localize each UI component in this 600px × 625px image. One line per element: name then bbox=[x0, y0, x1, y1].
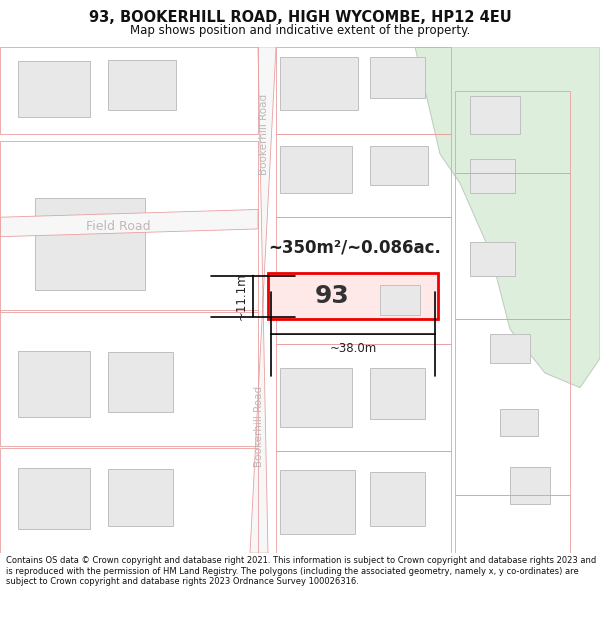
Text: Bookerhill Road: Bookerhill Road bbox=[254, 386, 264, 467]
Bar bbox=[370, 368, 425, 419]
Text: ~11.1m: ~11.1m bbox=[235, 272, 248, 320]
Bar bbox=[108, 469, 173, 526]
Bar bbox=[455, 173, 570, 319]
Bar bbox=[268, 272, 438, 319]
Bar bbox=[276, 217, 451, 344]
Text: Map shows position and indicative extent of the property.: Map shows position and indicative extent… bbox=[130, 24, 470, 36]
Bar bbox=[276, 134, 451, 218]
Bar bbox=[370, 57, 425, 98]
Bar bbox=[455, 495, 570, 553]
Text: 93: 93 bbox=[315, 284, 350, 308]
Text: Bookerhill Road: Bookerhill Road bbox=[259, 94, 269, 175]
Polygon shape bbox=[0, 209, 258, 237]
Bar bbox=[470, 159, 515, 193]
Bar bbox=[500, 409, 538, 436]
Bar bbox=[18, 61, 90, 117]
Polygon shape bbox=[250, 47, 276, 553]
Bar bbox=[108, 352, 173, 412]
Bar bbox=[470, 242, 515, 276]
Text: Field Road: Field Road bbox=[86, 221, 151, 234]
Bar bbox=[370, 472, 425, 526]
Text: ~350m²/~0.086ac.: ~350m²/~0.086ac. bbox=[269, 238, 442, 256]
Bar bbox=[108, 59, 176, 110]
Bar bbox=[0, 310, 258, 446]
Text: Contains OS data © Crown copyright and database right 2021. This information is : Contains OS data © Crown copyright and d… bbox=[6, 556, 596, 586]
Bar bbox=[455, 91, 570, 173]
Bar bbox=[380, 286, 420, 314]
Bar bbox=[370, 146, 428, 185]
Bar bbox=[280, 146, 352, 193]
Bar bbox=[470, 96, 520, 134]
Bar bbox=[0, 141, 258, 312]
Bar bbox=[35, 198, 145, 290]
Bar bbox=[276, 47, 451, 134]
Bar bbox=[280, 368, 352, 426]
Text: ~38.0m: ~38.0m bbox=[329, 342, 377, 355]
Bar bbox=[0, 47, 258, 134]
Polygon shape bbox=[415, 47, 600, 388]
Bar bbox=[510, 468, 550, 504]
Bar bbox=[18, 468, 90, 529]
Bar bbox=[276, 451, 451, 553]
Bar bbox=[280, 471, 355, 534]
Bar bbox=[276, 344, 451, 451]
Bar bbox=[490, 334, 530, 363]
Bar bbox=[455, 319, 570, 495]
Bar bbox=[280, 57, 358, 110]
Bar bbox=[18, 351, 90, 417]
Bar bbox=[0, 448, 258, 553]
Text: 93, BOOKERHILL ROAD, HIGH WYCOMBE, HP12 4EU: 93, BOOKERHILL ROAD, HIGH WYCOMBE, HP12 … bbox=[89, 10, 511, 25]
